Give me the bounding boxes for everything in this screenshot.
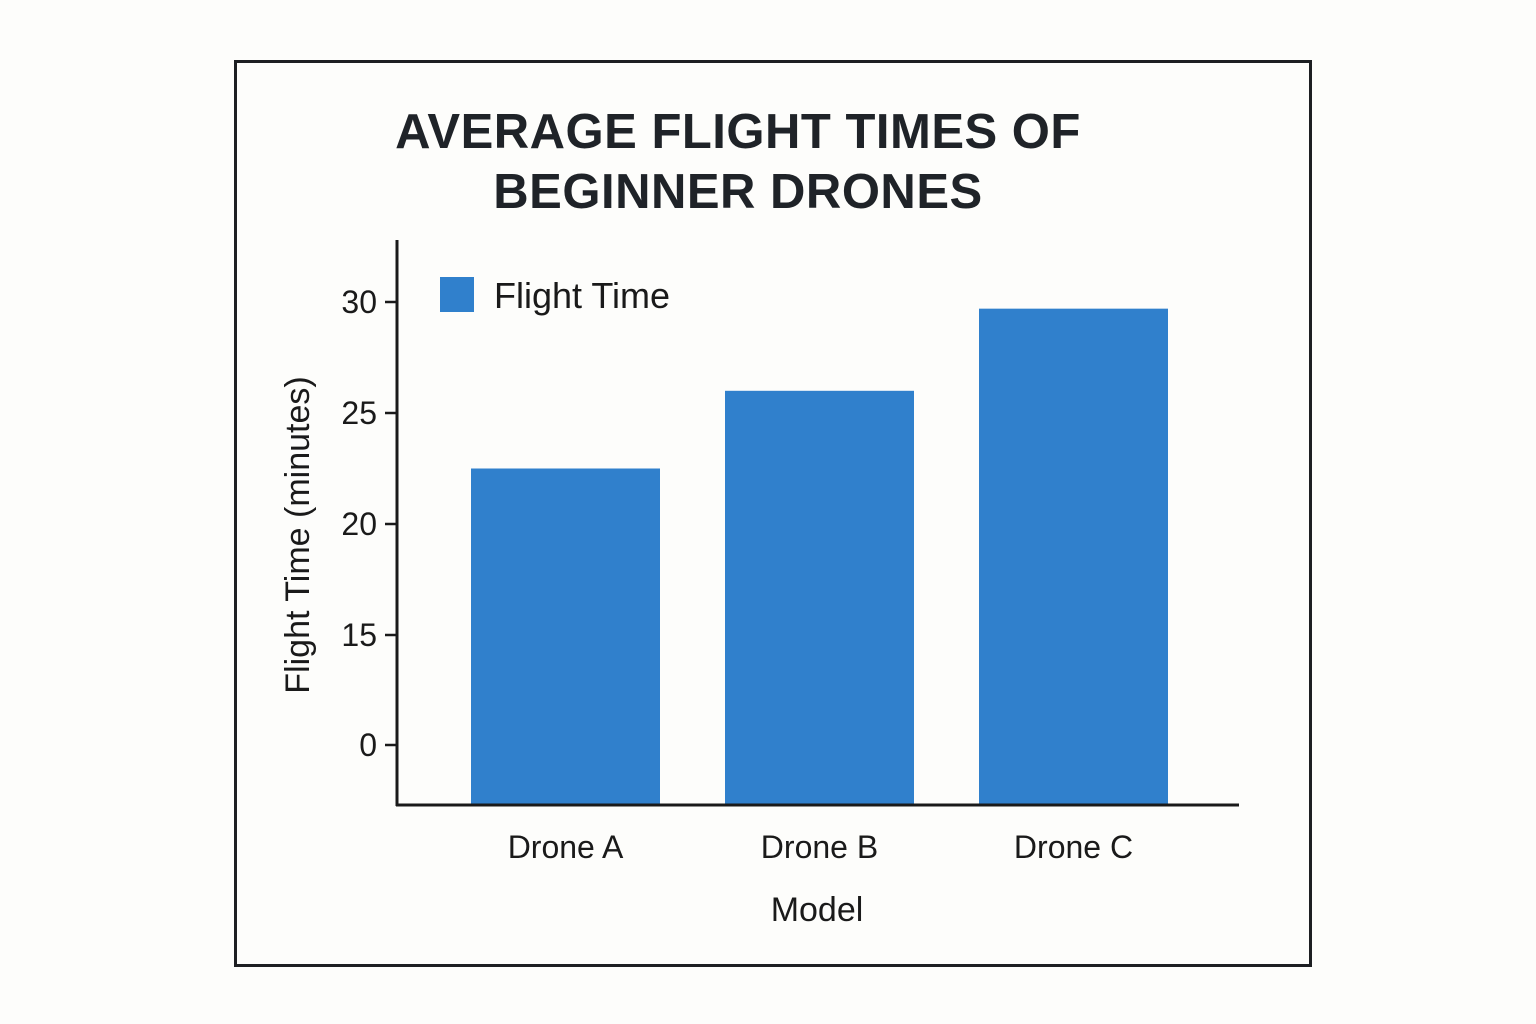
bar-drone-b (725, 390, 914, 805)
y-axis-label: Flight Time (minutes) (279, 376, 317, 693)
bars-layer (471, 308, 1168, 805)
x-tick-label: Drone C (1014, 829, 1133, 865)
y-tick-label: 25 (341, 395, 377, 431)
y-tick-label: 20 (341, 506, 377, 542)
y-ticks-layer: 0 15 20 25 30 (341, 284, 397, 763)
x-tick-label: Drone B (761, 829, 878, 865)
y-tick-label: 30 (341, 284, 377, 320)
legend-label: Flight Time (494, 275, 670, 316)
x-axis-label: Model (771, 891, 864, 929)
y-tick-label: 0 (359, 727, 377, 763)
x-ticks-layer: Drone A Drone B Drone C (508, 829, 1133, 865)
x-tick-label: Drone A (508, 829, 624, 865)
y-tick-label: 15 (341, 617, 377, 653)
chart-title-line-2: BEGINNER DRONES (493, 165, 982, 219)
chart-title-line-1: AVERAGE FLIGHT TIMES OF (395, 105, 1081, 159)
legend-swatch (440, 277, 474, 312)
bar-drone-a (471, 468, 660, 805)
bar-drone-c (979, 308, 1168, 805)
